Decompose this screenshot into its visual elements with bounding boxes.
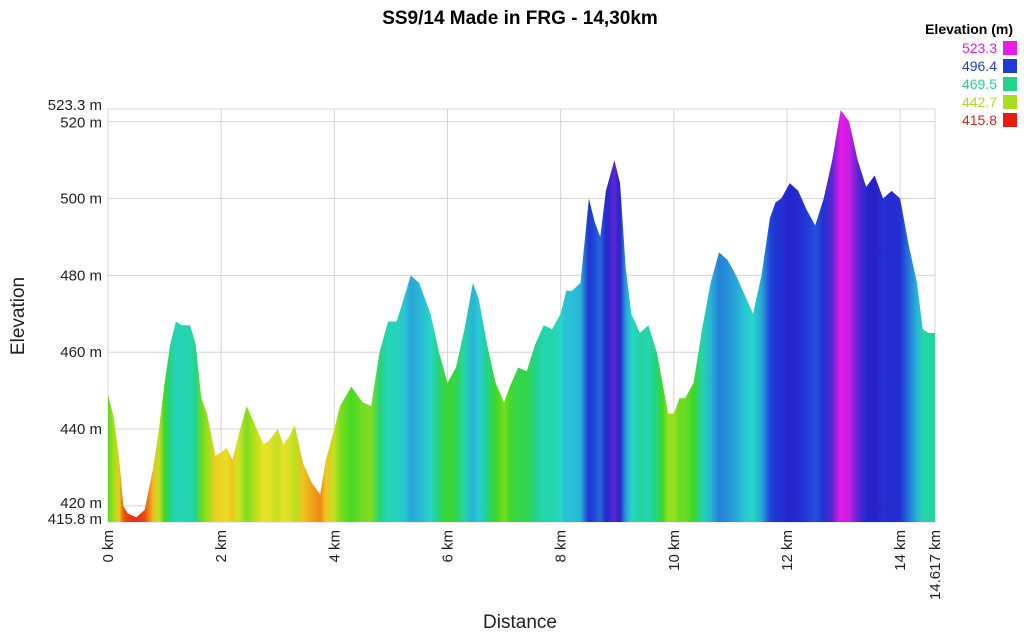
x-tick-label: 14 km [892,530,909,571]
legend-swatch [1003,77,1017,91]
x-axis-ticks: 0 km 2 km 4 km 6 km 8 km 10 km 12 km 14 km 14.61… [100,530,944,600]
legend-label: 523.3 [962,40,997,56]
y-tick-label: 420 m [60,495,102,512]
legend-swatch [1003,41,1017,55]
x-tick-label: 4 km [326,530,343,563]
legend-swatch [1003,59,1017,73]
y-tick-label: 460 m [60,344,102,361]
legend-label: 415.8 [962,112,997,128]
x-tick-label: 12 km [779,530,796,571]
y-axis-label: Elevation [8,277,29,355]
y-tick-label: 415.8 m [48,511,102,528]
legend-title: Elevation (m) [925,21,1013,37]
x-axis-label: Distance [483,612,557,633]
legend-label: 442.7 [962,94,997,110]
y-tick-label: 480 m [60,267,102,284]
y-tick-label: 500 m [60,191,102,208]
legend-label: 496.4 [962,58,997,74]
legend: Elevation (m) 523.3 496.4 469.5 442.7 415.8 [925,21,1017,128]
x-tick-label: 14.617 km [927,530,944,600]
x-tick-label: 2 km [213,530,230,563]
legend-swatch [1003,95,1017,109]
x-tick-label: 8 km [553,530,570,563]
legend-label: 469.5 [962,76,997,92]
x-tick-label: 10 km [666,530,683,571]
y-tick-label: 523.3 m [48,97,102,114]
x-tick-label: 0 km [100,530,117,563]
x-tick-label: 6 km [439,530,456,563]
y-tick-label: 440 m [60,421,102,438]
y-tick-label: 520 m [60,115,102,132]
chart-title: SS9/14 Made in FRG - 14,30km [382,8,658,29]
legend-swatch [1003,113,1017,127]
elevation-area [108,110,935,523]
